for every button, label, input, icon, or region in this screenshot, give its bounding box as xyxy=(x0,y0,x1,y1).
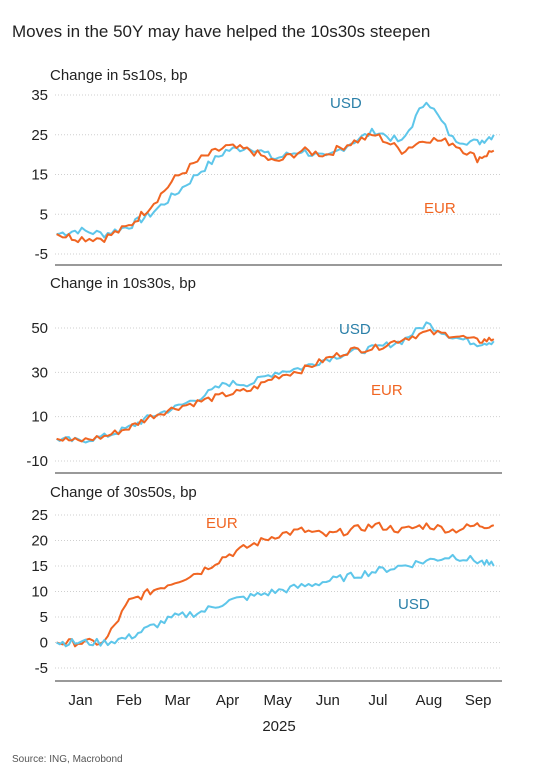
grid-30s50s xyxy=(55,514,502,682)
y-tick-label: 5 xyxy=(40,206,48,223)
y-tick-label: 15 xyxy=(31,558,48,575)
panel-5s10s: Change in 5s10s, bp -5 5 15 25 35 USD EUR xyxy=(31,67,502,266)
y-tick-label: 5 xyxy=(40,609,48,626)
series-line-usd xyxy=(56,321,495,444)
series-label-eur: EUR xyxy=(371,382,403,399)
x-tick-label: Aug xyxy=(416,692,443,709)
y-ticks-5s10s: -5 5 15 25 35 xyxy=(31,87,48,263)
y-tick-label: 30 xyxy=(31,364,48,381)
series-label-usd: USD xyxy=(339,321,371,338)
panel-30s50s: Change of 30s50s, bp -5 0 5 10 15 20 25 EUR USD xyxy=(31,484,502,682)
y-tick-label: 25 xyxy=(31,507,48,524)
series-label-usd: USD xyxy=(398,596,430,613)
x-tick-label: Jul xyxy=(368,692,387,709)
x-axis: Jan Feb Mar Apr May Jun Jul Aug Sep 2025 xyxy=(68,692,491,735)
series-10s30s xyxy=(56,321,495,444)
y-tick-label: 25 xyxy=(31,127,48,144)
x-tick-label: Jun xyxy=(316,692,340,709)
x-tick-label: Feb xyxy=(116,692,142,709)
series-5s10s xyxy=(56,101,495,244)
panel-title-10s30s: Change in 10s30s, bp xyxy=(50,275,196,292)
x-tick-label: Sep xyxy=(465,692,492,709)
series-30s50s xyxy=(56,521,495,648)
y-tick-label: -10 xyxy=(26,453,48,470)
panel-title-5s10s: Change in 5s10s, bp xyxy=(50,67,188,84)
grid-5s10s xyxy=(55,94,502,266)
y-tick-label: 0 xyxy=(40,635,48,652)
x-tick-label: Jan xyxy=(68,692,92,709)
x-tick-label: May xyxy=(264,692,293,709)
y-tick-label: 20 xyxy=(31,533,48,550)
page-title: Moves in the 50Y may have helped the 10s… xyxy=(12,22,431,41)
x-year-label: 2025 xyxy=(262,718,295,735)
y-tick-label: 50 xyxy=(31,320,48,337)
series-label-usd: USD xyxy=(330,95,362,112)
series-line-eur xyxy=(56,132,495,244)
series-line-eur xyxy=(56,521,495,648)
panel-title-30s50s: Change of 30s50s, bp xyxy=(50,484,197,501)
series-label-eur: EUR xyxy=(206,515,238,532)
series-label-eur: EUR xyxy=(424,200,456,217)
y-tick-label: -5 xyxy=(35,660,48,677)
series-labels-30s50s: EUR USD xyxy=(206,515,430,613)
series-line-usd xyxy=(56,101,495,239)
series-line-usd xyxy=(56,553,495,648)
series-line-eur xyxy=(56,328,495,443)
y-tick-label: 10 xyxy=(31,584,48,601)
y-tick-label: 15 xyxy=(31,167,48,184)
x-tick-label: Mar xyxy=(165,692,191,709)
source-note: Source: ING, Macrobond xyxy=(12,754,123,765)
y-tick-label: 35 xyxy=(31,87,48,104)
y-tick-label: 10 xyxy=(31,409,48,426)
y-ticks-30s50s: -5 0 5 10 15 20 25 xyxy=(31,507,48,677)
x-tick-label: Apr xyxy=(216,692,239,709)
y-tick-label: -5 xyxy=(35,246,48,263)
y-ticks-10s30s: -10 10 30 50 xyxy=(26,320,48,470)
grid-10s30s xyxy=(55,327,502,474)
series-labels-5s10s: USD EUR xyxy=(330,95,456,217)
panel-10s30s: Change in 10s30s, bp -10 10 30 50 USD EUR xyxy=(26,275,502,474)
series-labels-10s30s: USD EUR xyxy=(339,321,403,399)
